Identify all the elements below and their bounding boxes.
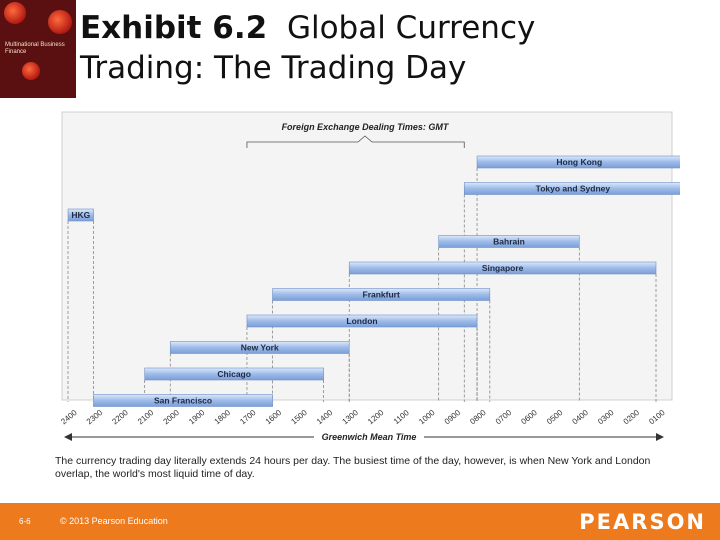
book-cover-title: Multinational Business Finance: [5, 42, 65, 55]
pearson-logo: PEARSON: [579, 510, 706, 534]
x-tick-label: 1300: [340, 408, 360, 427]
copyright-text: © 2013 Pearson Education: [60, 516, 168, 526]
x-tick-label: 1600: [264, 408, 284, 427]
x-tick-label: 1500: [289, 408, 309, 427]
bar-singapore: [348, 261, 657, 275]
dealing-times-chart: Foreign Exchange Dealing Times: GMT Hong …: [52, 110, 680, 450]
x-tick-label: 1400: [315, 408, 335, 427]
bar-bahrain: [438, 235, 580, 248]
bar-label: HKG: [71, 210, 90, 220]
axis-label-backing: [314, 430, 424, 444]
x-tick-label: 0900: [443, 408, 463, 427]
x-tick-label: 0500: [545, 408, 565, 427]
chart-caption: The currency trading day literally exten…: [55, 455, 651, 480]
bar-label: Singapore: [482, 263, 524, 273]
bar-tokyo-and-sydney: [463, 182, 680, 195]
bar-san-francisco: [93, 394, 273, 407]
x-tick-label: 2300: [85, 408, 105, 427]
x-tick-label: 2000: [162, 408, 182, 427]
title-text: Global Currency: [286, 10, 536, 46]
x-tick-label: 1700: [238, 408, 258, 427]
bar-label: Chicago: [217, 369, 251, 379]
x-tick-label: 0600: [519, 408, 539, 427]
bar-label: New York: [241, 343, 279, 353]
left-arrow-head: [64, 433, 72, 441]
x-tick-label: 0300: [596, 408, 616, 427]
chart-svg: Foreign Exchange Dealing Times: GMT Hong …: [59, 111, 680, 444]
title-bracket: [246, 135, 465, 148]
x-tick-label: 1800: [213, 408, 233, 427]
chart-title: Foreign Exchange Dealing Times: GMT: [282, 122, 450, 132]
x-tick-label: 2100: [136, 408, 156, 427]
lantern-graphic: [48, 10, 72, 34]
page-number: 6-6: [19, 517, 31, 526]
x-tick-label: 1100: [392, 408, 411, 426]
x-tick-label: 1000: [417, 408, 437, 427]
book-cover-image: Multinational Business Finance: [0, 0, 76, 98]
x-axis-label: Greenwich Mean Time: [322, 432, 417, 442]
lantern-graphic: [22, 62, 40, 80]
bar-new-york: [169, 341, 350, 354]
lantern-graphic: [4, 2, 26, 24]
slide-title: Exhibit 6.2 Global Currency Trading: The…: [80, 8, 535, 88]
bar-label: London: [346, 316, 377, 326]
bar-chicago: [144, 367, 324, 381]
bar-label: Hong Kong: [556, 157, 602, 167]
bar-label: San Francisco: [154, 396, 212, 406]
x-tick-label: 2400: [59, 408, 79, 427]
exhibit-number: Exhibit 6.2: [80, 10, 268, 46]
bar-hkg: [67, 208, 94, 222]
title-line-2: Trading: The Trading Day: [80, 50, 467, 86]
x-tick-label: 0700: [494, 408, 514, 427]
bar-hong-kong: [476, 155, 680, 169]
x-tick-label: 0800: [468, 408, 488, 427]
x-tick-label: 0200: [622, 408, 642, 427]
x-tick-label: 1200: [366, 408, 386, 427]
x-tick-label: 1900: [187, 408, 207, 427]
footer-bar: 6-6 © 2013 Pearson Education PEARSON: [0, 503, 720, 540]
bar-label: Bahrain: [493, 237, 525, 247]
bar-london: [246, 314, 478, 328]
chart-panel: [61, 111, 673, 401]
x-tick-label: 0100: [647, 408, 667, 427]
x-tick-label: 2200: [110, 408, 130, 427]
x-tick-label: 0400: [571, 408, 591, 427]
bar-label: Tokyo and Sydney: [536, 184, 611, 194]
bar-frankfurt: [272, 288, 491, 301]
right-arrow-head: [656, 433, 664, 441]
bar-label: Frankfurt: [363, 290, 400, 300]
